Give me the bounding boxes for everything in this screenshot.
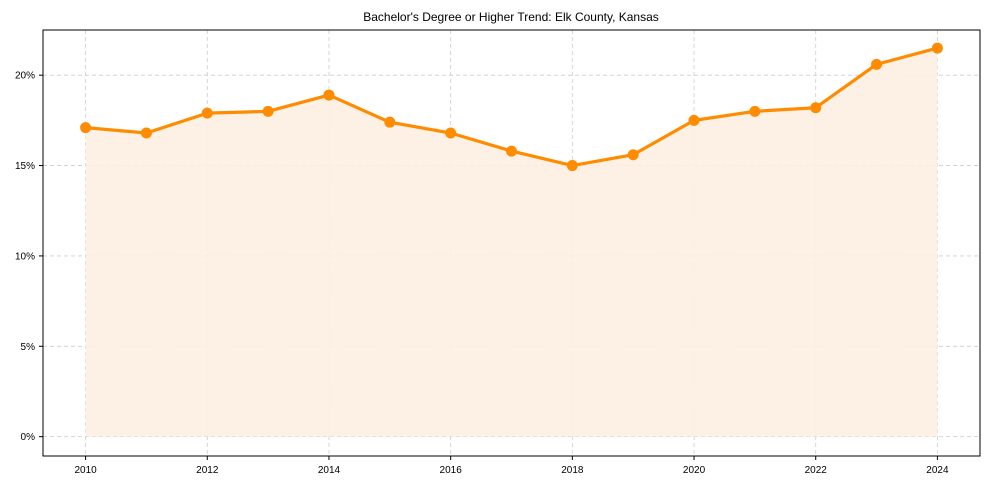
chart-title: Bachelor's Degree or Higher Trend: Elk C… xyxy=(363,10,659,24)
data-point-marker xyxy=(810,102,822,114)
data-point-marker xyxy=(262,105,274,117)
y-tick-label: 20% xyxy=(15,71,35,82)
data-point-marker xyxy=(566,160,578,172)
data-point-marker xyxy=(871,58,883,70)
area-fill-path xyxy=(85,48,938,437)
y-tick-label: 10% xyxy=(15,251,35,262)
data-point-marker xyxy=(140,127,152,139)
y-tick-label: 15% xyxy=(15,161,35,172)
data-point-marker xyxy=(688,114,700,126)
data-point-marker xyxy=(506,145,517,157)
data-point-marker xyxy=(749,105,761,117)
data-point-marker xyxy=(201,107,213,119)
data-point-marker xyxy=(445,127,457,139)
x-tick-label: 2010 xyxy=(74,465,97,476)
x-tick-label: 2022 xyxy=(805,465,828,476)
axes-frame xyxy=(42,29,981,457)
y-axis-ticks: 0% 5% 10% 15% 20% xyxy=(15,71,43,443)
x-tick-label: 2012 xyxy=(196,465,219,476)
data-point-marker xyxy=(931,42,943,54)
x-tick-label: 2016 xyxy=(440,465,463,476)
data-point-marker xyxy=(80,122,92,134)
y-tick-label: 0% xyxy=(21,432,36,443)
y-tick-label: 5% xyxy=(21,342,36,353)
x-tick-label: 2020 xyxy=(683,465,706,476)
x-tick-label: 2024 xyxy=(926,465,949,476)
area-fill xyxy=(85,48,938,437)
data-point-marker xyxy=(627,149,639,161)
x-tick-label: 2014 xyxy=(318,465,341,476)
data-point-marker xyxy=(323,89,335,101)
x-tick-label: 2018 xyxy=(561,465,584,476)
data-markers xyxy=(80,42,943,172)
data-point-marker xyxy=(384,116,396,128)
x-axis-ticks: 2010 2012 2014 2016 2018 2020 2022 2024 xyxy=(74,456,949,476)
